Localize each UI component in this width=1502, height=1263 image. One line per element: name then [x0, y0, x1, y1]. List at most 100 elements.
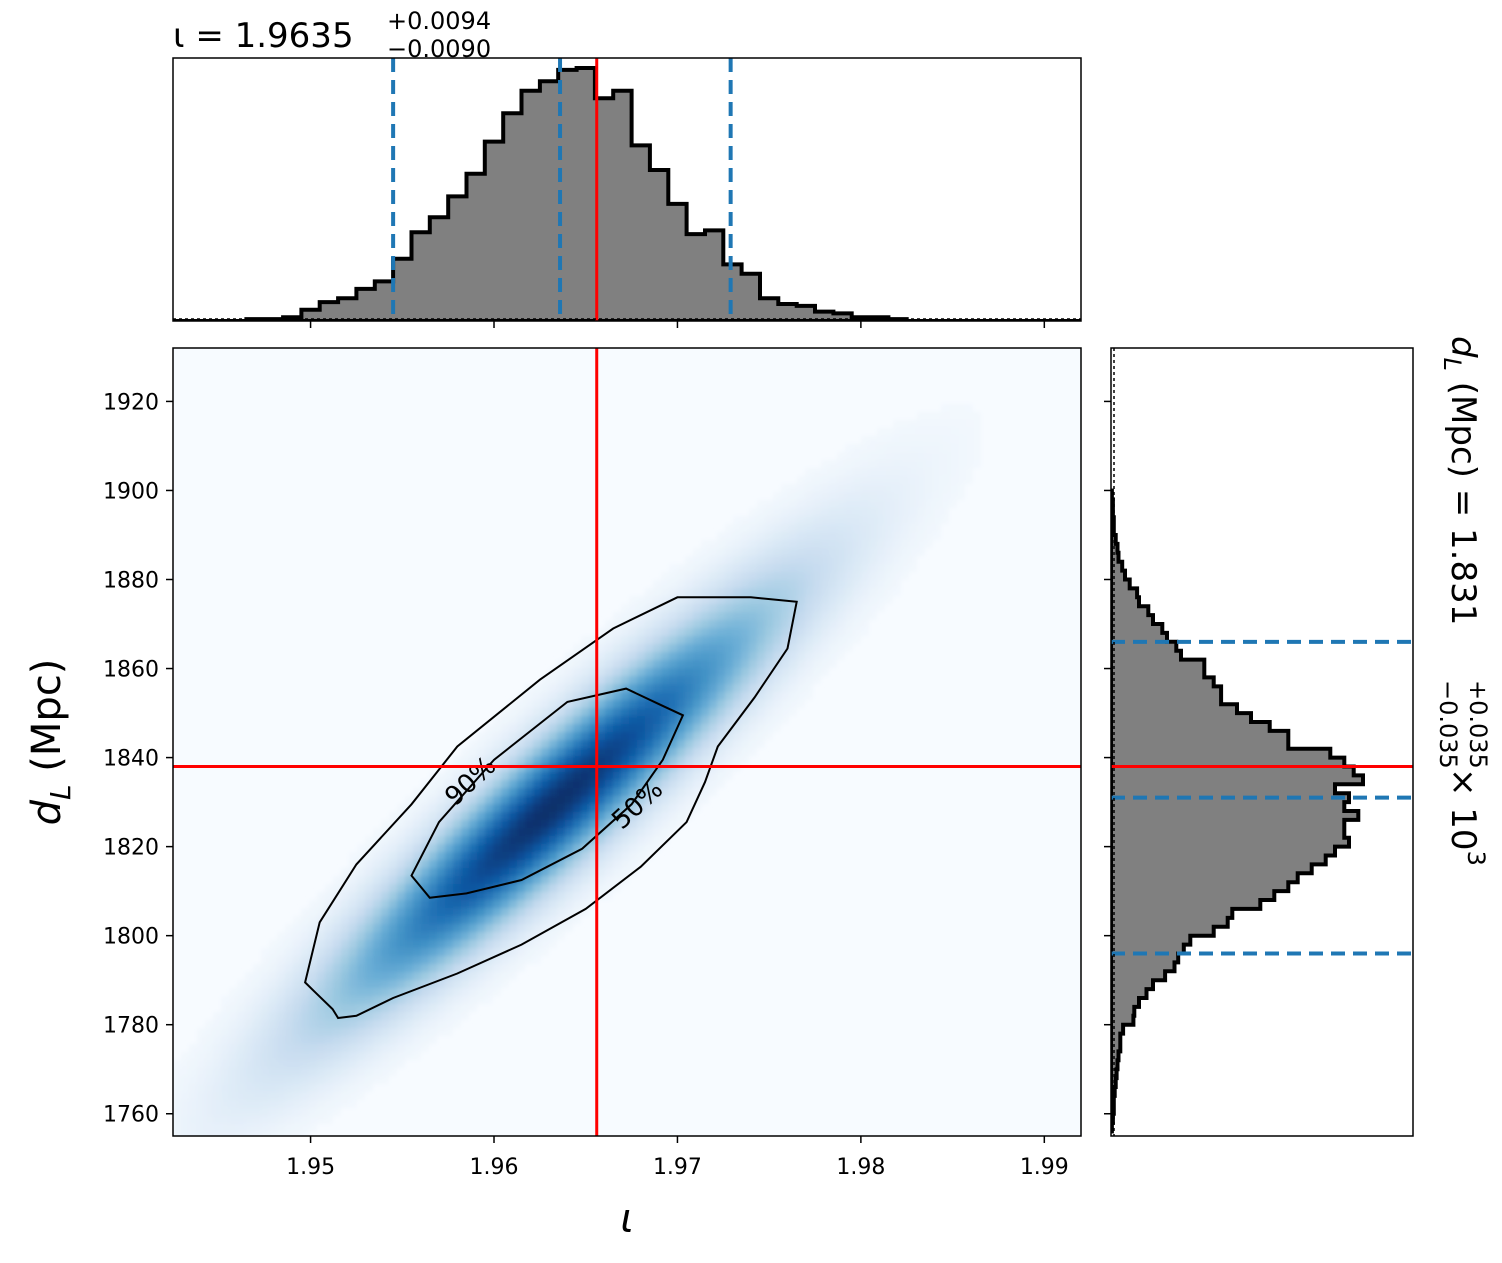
density-cell: [381, 916, 389, 924]
density-cell: [389, 1028, 397, 1036]
density-cell: [365, 1028, 373, 1036]
density-cell: [861, 532, 869, 540]
density-cell: [437, 972, 445, 980]
density-cell: [629, 764, 637, 772]
density-cell: [749, 540, 757, 548]
density-cell: [725, 540, 733, 548]
density-cell: [877, 532, 885, 540]
density-cell: [637, 820, 645, 828]
density-cell: [549, 724, 557, 732]
density-cell: [429, 788, 437, 796]
density-cell: [293, 1076, 301, 1084]
density-cell: [413, 788, 421, 796]
density-cell: [645, 596, 653, 604]
density-cell: [845, 516, 853, 524]
density-cell: [541, 820, 549, 828]
density-cell: [421, 852, 429, 860]
density-cell: [733, 700, 741, 708]
density-cell: [445, 940, 453, 948]
density-cell: [677, 692, 685, 700]
density-cell: [549, 884, 557, 892]
density-cell: [837, 612, 845, 620]
density-cell: [597, 660, 605, 668]
density-cell: [749, 732, 757, 740]
density-cell: [573, 740, 581, 748]
density-cell: [221, 1076, 229, 1084]
density-cell: [629, 788, 637, 796]
density-cell: [477, 780, 485, 788]
density-cell: [701, 636, 709, 644]
density-cell: [613, 628, 621, 636]
density-cell: [933, 492, 941, 500]
density-cell: [661, 692, 669, 700]
density-cell: [181, 1052, 189, 1060]
density-cell: [357, 1068, 365, 1076]
density-cell: [501, 740, 509, 748]
density-cell: [189, 1044, 197, 1052]
density-cell: [293, 1092, 301, 1100]
density-cell: [781, 620, 789, 628]
density-cell: [341, 972, 349, 980]
density-cell: [893, 588, 901, 596]
density-cell: [717, 748, 725, 756]
density-cell: [461, 876, 469, 884]
density-cell: [709, 788, 717, 796]
density-cell: [677, 676, 685, 684]
density-cell: [541, 844, 549, 852]
density-cell: [213, 1060, 221, 1068]
density-cell: [485, 724, 493, 732]
density-cell: [325, 1028, 333, 1036]
density-cell: [685, 756, 693, 764]
density-cell: [893, 428, 901, 436]
density-cell: [949, 436, 957, 444]
density-cell: [509, 732, 517, 740]
density-cell: [581, 804, 589, 812]
density-cell: [357, 892, 365, 900]
density-cell: [653, 612, 661, 620]
density-cell: [653, 820, 661, 828]
density-cell: [405, 852, 413, 860]
density-cell: [261, 1004, 269, 1012]
density-cell: [637, 828, 645, 836]
density-cell: [797, 548, 805, 556]
density-cell: [797, 612, 805, 620]
density-cell: [517, 772, 525, 780]
density-cell: [605, 700, 613, 708]
density-cell: [357, 1060, 365, 1068]
density-cell: [805, 564, 813, 572]
density-cell: [181, 1084, 189, 1092]
density-cell: [525, 932, 533, 940]
density-cell: [229, 1028, 237, 1036]
density-cell: [429, 908, 437, 916]
density-cell: [605, 772, 613, 780]
density-cell: [653, 676, 661, 684]
density-cell: [725, 620, 733, 628]
density-cell: [869, 500, 877, 508]
density-cell: [845, 604, 853, 612]
density-cell: [765, 676, 773, 684]
density-cell: [229, 1092, 237, 1100]
density-cell: [229, 1044, 237, 1052]
density-cell: [541, 932, 549, 940]
density-cell: [605, 884, 613, 892]
density-cell: [317, 1060, 325, 1068]
density-cell: [885, 556, 893, 564]
density-cell: [309, 1124, 317, 1132]
density-cell: [701, 724, 709, 732]
density-cell: [445, 884, 453, 892]
density-cell: [565, 876, 573, 884]
density-cell: [341, 916, 349, 924]
density-cell: [221, 1020, 229, 1028]
density-cell: [549, 796, 557, 804]
density-cell: [821, 564, 829, 572]
density-cell: [821, 524, 829, 532]
density-cell: [381, 1052, 389, 1060]
density-cell: [621, 652, 629, 660]
density-cell: [349, 1044, 357, 1052]
density-cell: [597, 860, 605, 868]
density-cell: [389, 812, 397, 820]
density-cell: [253, 972, 261, 980]
density-cell: [493, 716, 501, 724]
density-cell: [397, 972, 405, 980]
density-cell: [893, 436, 901, 444]
